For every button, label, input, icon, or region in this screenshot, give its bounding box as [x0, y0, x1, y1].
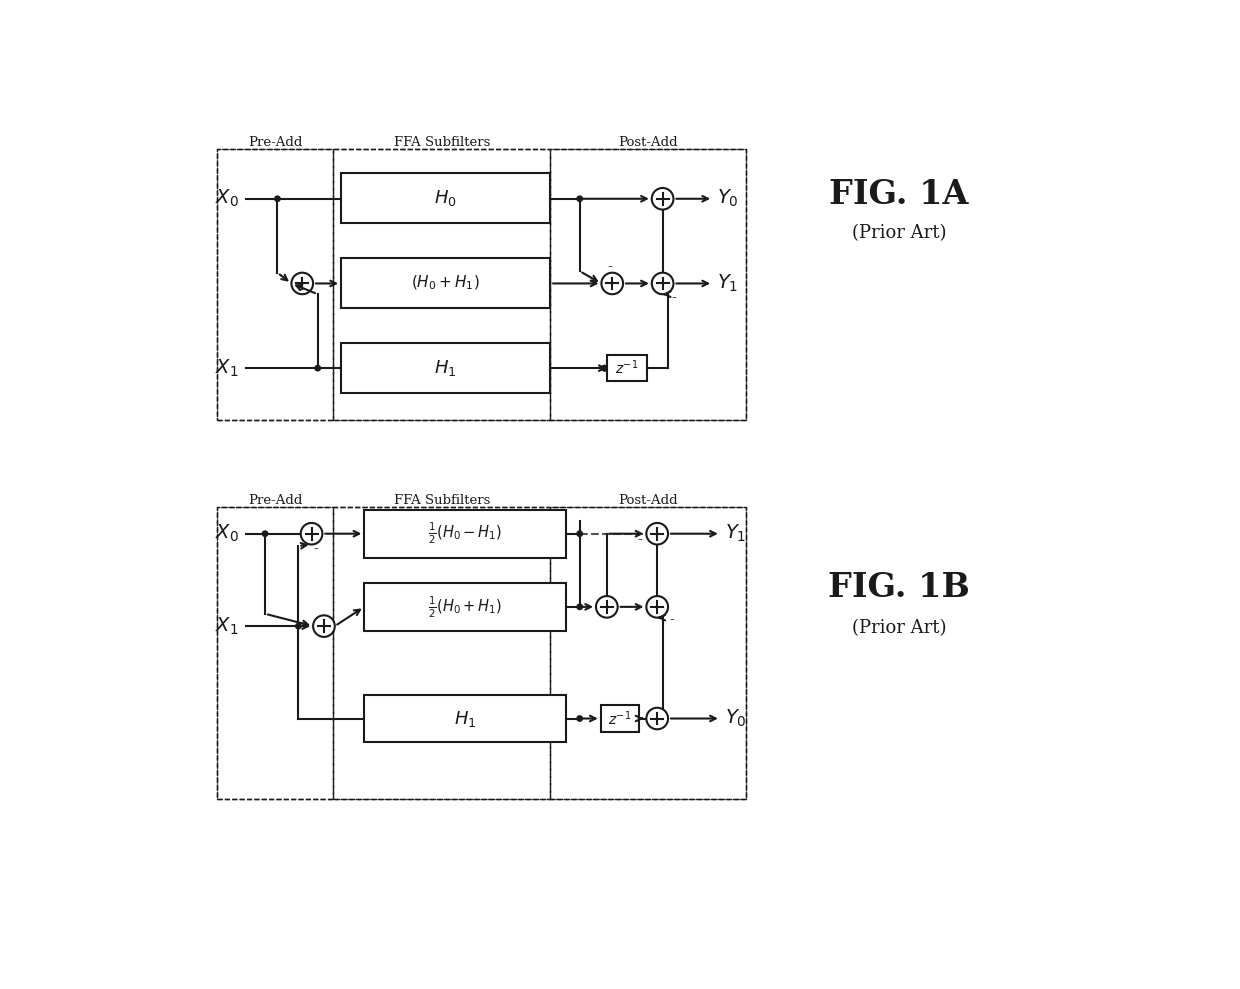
Text: Pre-Add: Pre-Add [248, 494, 303, 507]
Circle shape [312, 615, 335, 637]
Text: $(H_0 + H_1)$: $(H_0 + H_1)$ [412, 274, 480, 293]
Bar [341, 343, 551, 393]
Bar [217, 506, 745, 799]
Bar [217, 148, 745, 419]
Bar [341, 173, 551, 224]
Circle shape [577, 716, 583, 721]
Bar [606, 355, 647, 381]
Circle shape [275, 196, 280, 202]
Text: $X_0$: $X_0$ [215, 188, 238, 210]
Text: $X_1$: $X_1$ [215, 615, 238, 637]
Text: $\frac{1}{2}(H_0 - H_1)$: $\frac{1}{2}(H_0 - H_1)$ [428, 521, 502, 546]
Bar [600, 705, 640, 732]
Text: Post-Add: Post-Add [618, 494, 678, 507]
Text: $Y_1$: $Y_1$ [717, 273, 738, 294]
Bar [365, 694, 565, 743]
Text: -: - [671, 291, 676, 305]
Text: $X_0$: $X_0$ [215, 523, 238, 544]
Circle shape [652, 188, 673, 210]
Text: $H_1$: $H_1$ [434, 358, 456, 378]
Text: Post-Add: Post-Add [618, 136, 678, 149]
Circle shape [291, 273, 312, 295]
Circle shape [315, 366, 320, 371]
Circle shape [295, 623, 301, 629]
Text: -: - [312, 542, 317, 556]
Text: FFA Subfilters: FFA Subfilters [393, 136, 490, 149]
Text: -: - [670, 613, 675, 627]
Text: FIG. 1B: FIG. 1B [828, 571, 970, 604]
Text: Pre-Add: Pre-Add [248, 136, 303, 149]
Circle shape [577, 604, 583, 609]
Bar [365, 583, 565, 631]
Circle shape [601, 273, 624, 295]
Circle shape [652, 273, 673, 295]
Circle shape [577, 196, 583, 202]
Text: $z^{-1}$: $z^{-1}$ [609, 709, 631, 728]
Text: $Y_0$: $Y_0$ [724, 708, 746, 729]
Circle shape [300, 523, 322, 545]
Text: $H_1$: $H_1$ [454, 708, 476, 729]
Circle shape [646, 708, 668, 729]
Bar [217, 148, 334, 419]
Circle shape [577, 531, 583, 536]
Bar [217, 506, 334, 799]
Bar [551, 506, 745, 799]
Bar [334, 148, 551, 419]
Text: $H_0$: $H_0$ [434, 188, 458, 209]
Circle shape [263, 531, 268, 536]
Text: -: - [637, 533, 642, 547]
Circle shape [646, 596, 668, 618]
Text: (Prior Art): (Prior Art) [852, 619, 946, 637]
Text: $\frac{1}{2}(H_0 + H_1)$: $\frac{1}{2}(H_0 + H_1)$ [428, 594, 502, 619]
Circle shape [646, 523, 668, 545]
Bar [551, 148, 745, 419]
Text: FFA Subfilters: FFA Subfilters [393, 494, 490, 507]
Text: FIG. 1A: FIG. 1A [830, 178, 968, 212]
Circle shape [601, 366, 608, 371]
Bar [365, 510, 565, 558]
Text: (Prior Art): (Prior Art) [852, 225, 946, 242]
Text: $z^{-1}$: $z^{-1}$ [615, 359, 639, 378]
Circle shape [601, 366, 608, 371]
Text: -: - [608, 260, 613, 274]
Text: $X_1$: $X_1$ [215, 357, 238, 379]
Bar [341, 258, 551, 309]
Text: $Y_1$: $Y_1$ [724, 523, 746, 544]
Circle shape [596, 596, 618, 618]
Text: $Y_0$: $Y_0$ [717, 188, 739, 210]
Bar [334, 506, 551, 799]
